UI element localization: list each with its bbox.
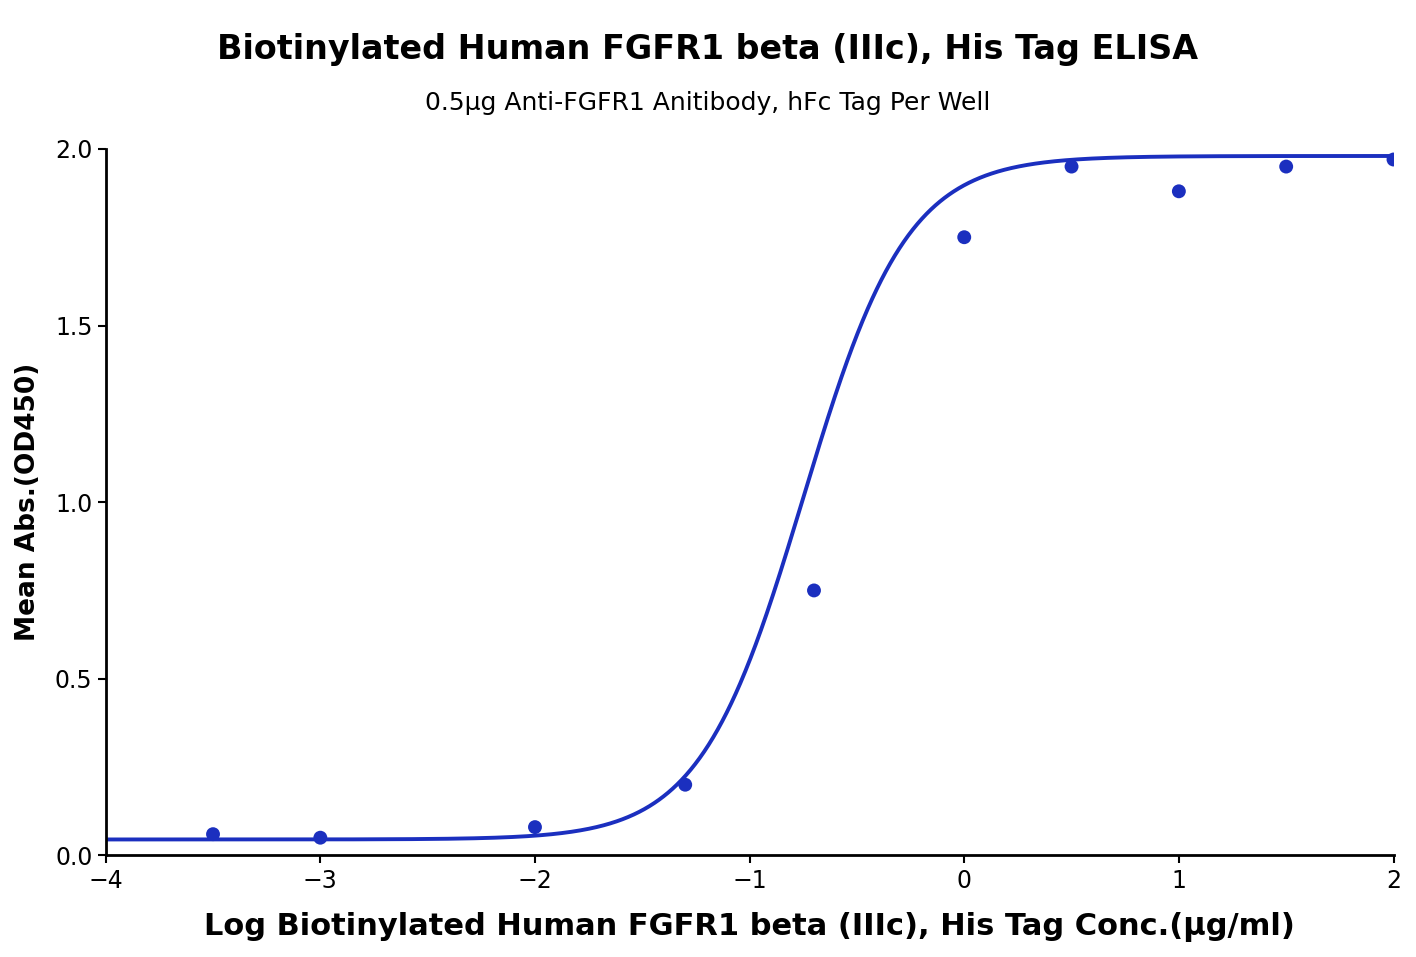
Point	[803, 583, 826, 598]
Point	[1382, 152, 1405, 167]
Point	[524, 819, 547, 835]
Point	[1274, 159, 1297, 174]
Point	[201, 827, 224, 842]
Point	[1168, 184, 1191, 199]
Text: Biotinylated Human FGFR1 beta (IIIc), His Tag ELISA: Biotinylated Human FGFR1 beta (IIIc), Hi…	[218, 33, 1198, 66]
X-axis label: Log Biotinylated Human FGFR1 beta (IIIc), His Tag Conc.(μg/ml): Log Biotinylated Human FGFR1 beta (IIIc)…	[204, 912, 1296, 942]
Text: 0.5μg Anti-FGFR1 Anitibody, hFc Tag Per Well: 0.5μg Anti-FGFR1 Anitibody, hFc Tag Per …	[425, 91, 991, 115]
Point	[309, 830, 331, 845]
Point	[674, 777, 697, 792]
Point	[953, 230, 976, 245]
Y-axis label: Mean Abs.(OD450): Mean Abs.(OD450)	[16, 363, 41, 641]
Point	[1061, 159, 1083, 174]
